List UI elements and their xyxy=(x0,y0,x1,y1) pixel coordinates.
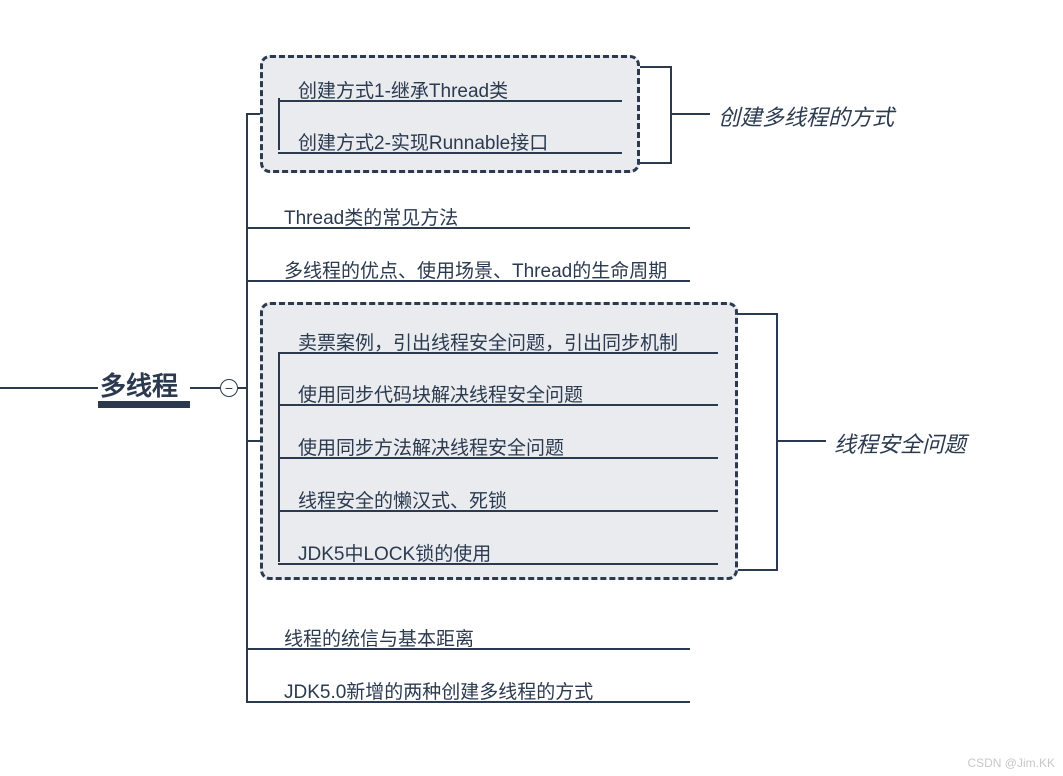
group1-box xyxy=(260,55,640,173)
tail-item-b: JDK5.0新增的两种创建多线程的方式 xyxy=(284,677,593,704)
group2-leader xyxy=(246,440,260,442)
group1-side-label: 创建多线程的方式 xyxy=(718,100,894,132)
group1-item-1-line xyxy=(278,100,622,102)
tail-a-line xyxy=(270,648,690,650)
group2-item-2-line xyxy=(278,404,718,406)
group1-bracket-bottom xyxy=(640,162,670,164)
group2-item-5-line xyxy=(278,563,718,565)
plain-b-leader xyxy=(246,280,270,282)
tail-a-leader xyxy=(246,648,270,650)
watermark: CSDN @Jim.KK xyxy=(967,756,1055,770)
main-trunk xyxy=(246,113,248,703)
root-underline xyxy=(98,401,190,408)
group2-item-5: JDK5中LOCK锁的使用 xyxy=(298,539,491,566)
group1-bracket-vert xyxy=(670,66,672,164)
group2-bracket-stem xyxy=(776,440,826,442)
trunk-connector xyxy=(238,387,248,389)
group1-leader xyxy=(246,113,260,115)
group1-bracket-top xyxy=(640,66,670,68)
stem-root-right xyxy=(190,387,220,389)
group2-item-4: 线程安全的懒汉式、死锁 xyxy=(298,486,507,513)
group2-bracket-bottom xyxy=(738,569,776,571)
tail-b-line xyxy=(270,701,690,703)
root-node-label: 多线程 xyxy=(100,366,178,403)
plain-b-line xyxy=(270,280,690,282)
group2-bracket-vert xyxy=(776,313,778,571)
plain-a-leader xyxy=(246,227,270,229)
group2-item-3: 使用同步方法解决线程安全问题 xyxy=(298,433,564,460)
plain-a-line xyxy=(270,227,690,229)
tail-b-leader xyxy=(246,701,270,703)
tail-item-a: 线程的统信与基本距离 xyxy=(284,624,474,651)
group2-side-label: 线程安全问题 xyxy=(834,427,966,459)
group2-item-4-line xyxy=(278,510,718,512)
group2-bracket-top xyxy=(738,313,776,315)
plain-item-b: 多线程的优点、使用场景、Thread的生命周期 xyxy=(284,256,667,283)
group2-item-2: 使用同步代码块解决线程安全问题 xyxy=(298,380,583,407)
group1-item-2: 创建方式2-实现Runnable接口 xyxy=(298,128,548,155)
group2-item-1: 卖票案例，引出线程安全问题，引出同步机制 xyxy=(298,328,678,355)
group1-item-1: 创建方式1-继承Thread类 xyxy=(298,76,508,103)
root-leader-line xyxy=(0,387,98,389)
group1-bracket-stem xyxy=(670,113,710,115)
group2-item-1-line xyxy=(278,352,718,354)
collapse-toggle[interactable]: − xyxy=(220,379,238,397)
plain-item-a: Thread类的常见方法 xyxy=(284,203,458,230)
group2-item-3-line xyxy=(278,457,718,459)
collapse-icon: − xyxy=(225,381,233,395)
group1-item-2-line xyxy=(278,152,622,154)
group1-inner-trunk xyxy=(278,98,280,150)
